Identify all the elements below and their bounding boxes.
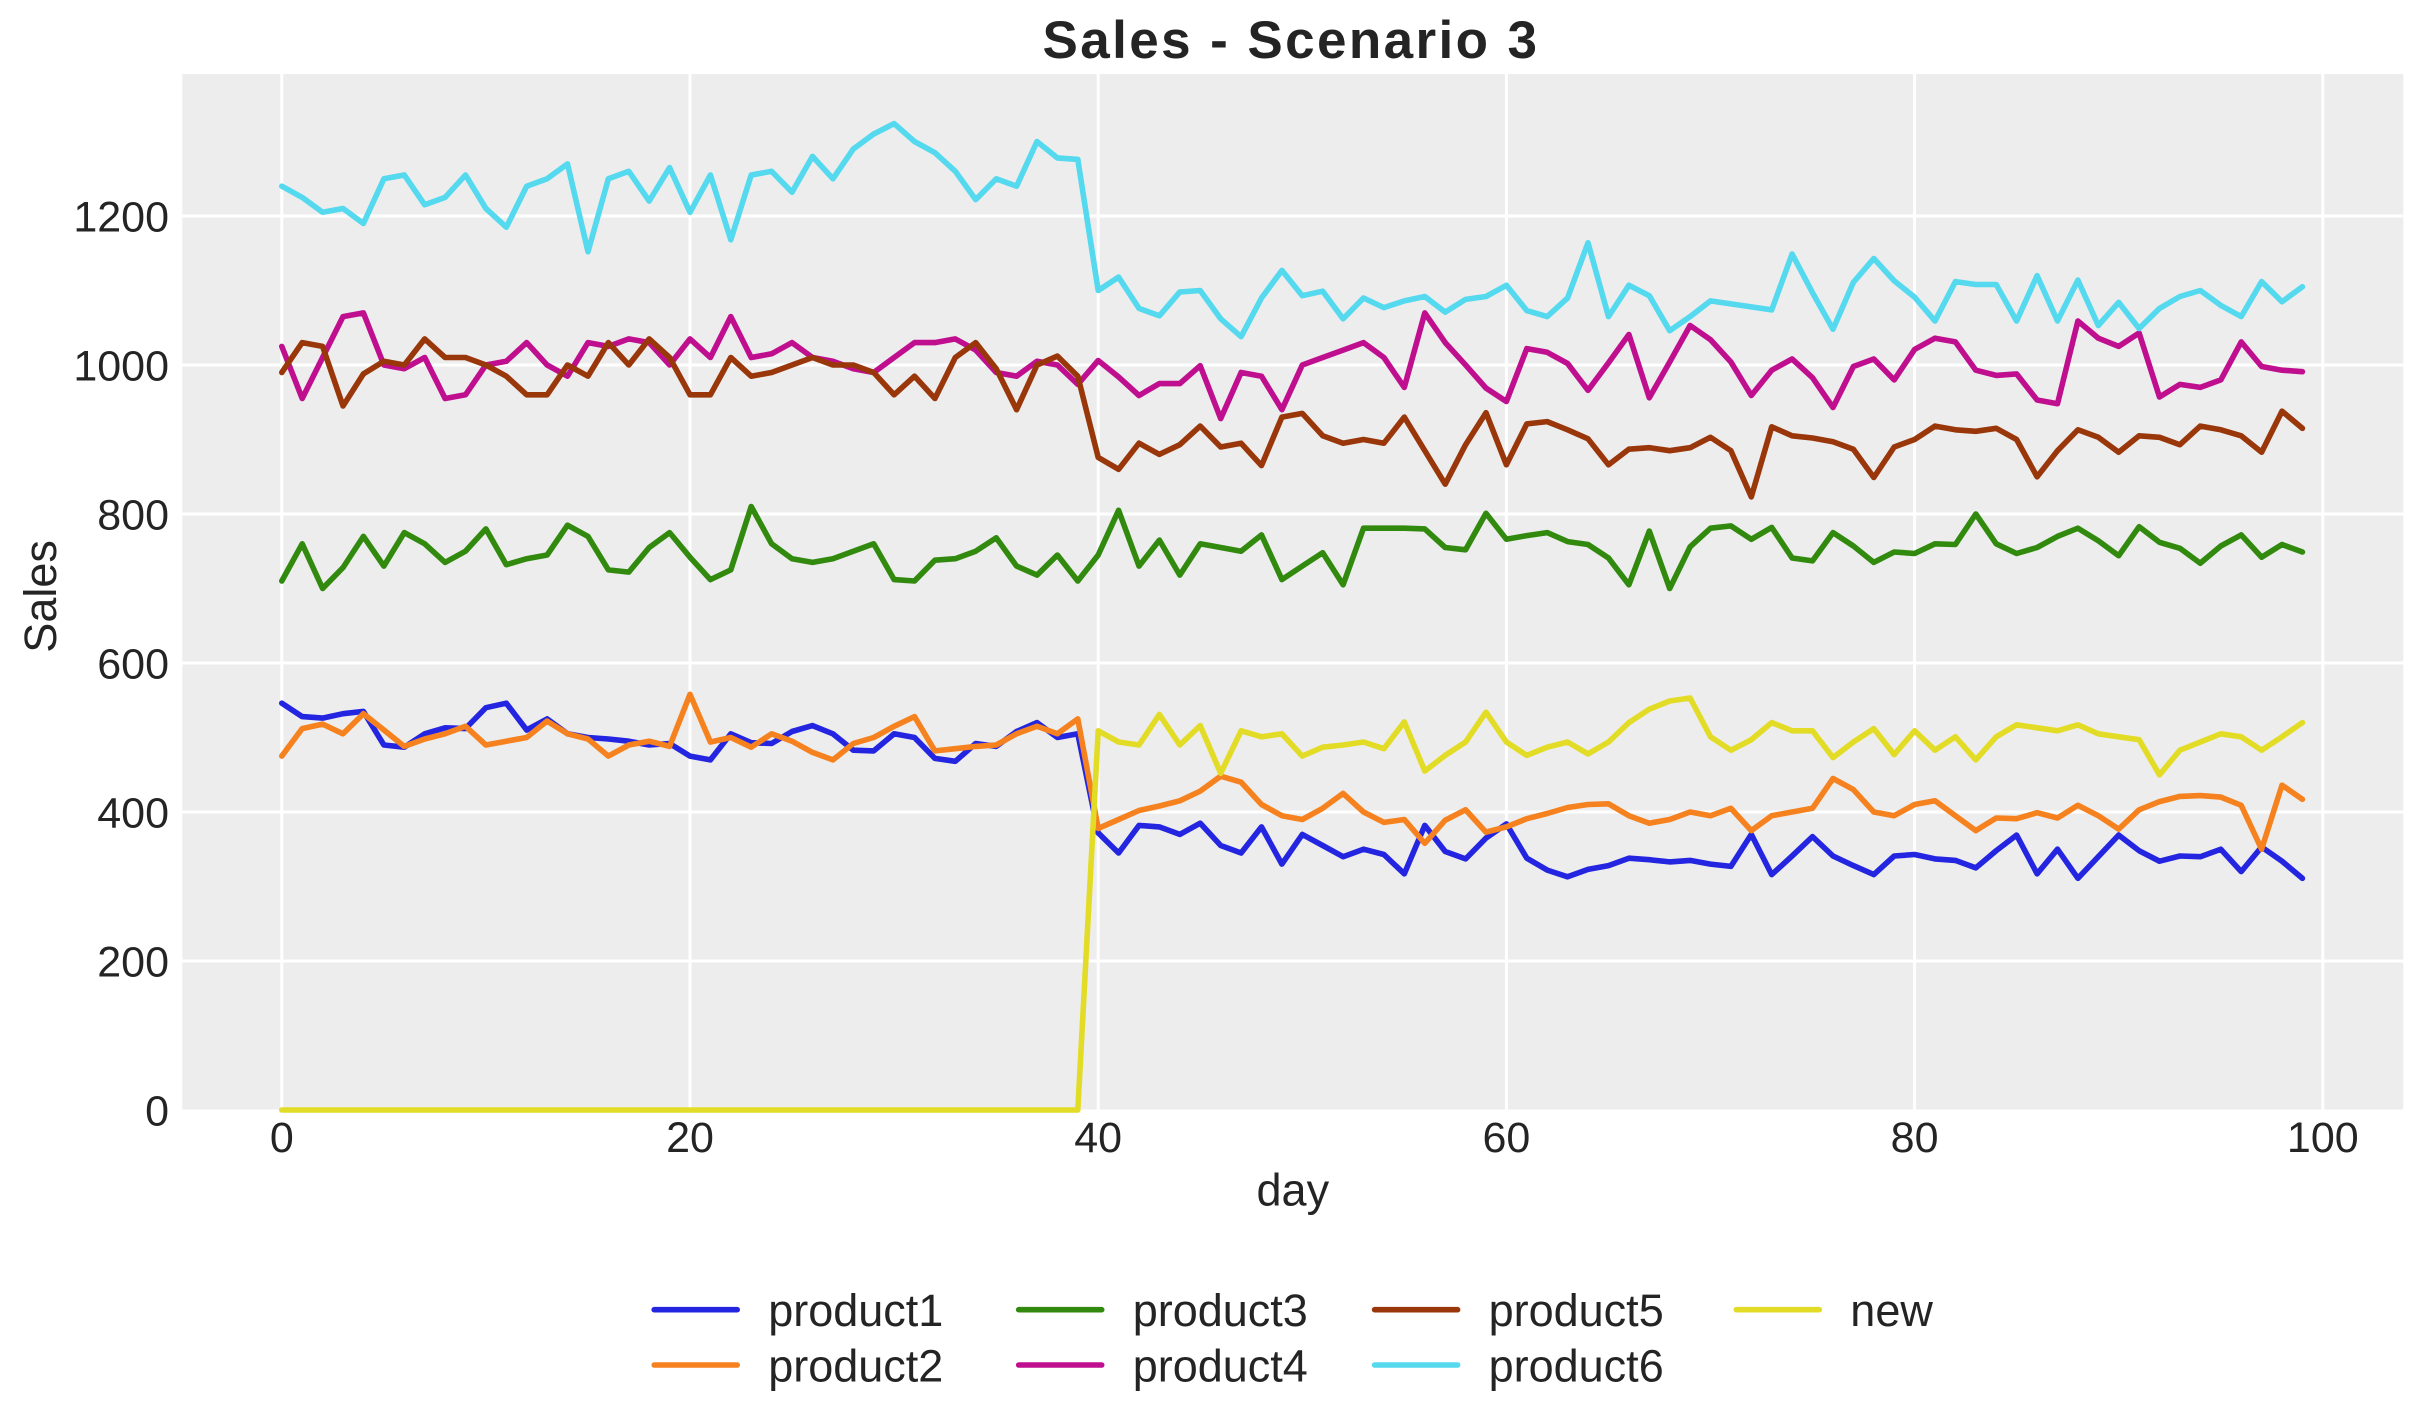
svg-text:product1: product1 [768,1285,943,1336]
svg-text:1000: 1000 [73,343,169,391]
svg-text:800: 800 [97,492,169,540]
svg-text:product3: product3 [1133,1285,1308,1336]
svg-text:product5: product5 [1489,1285,1664,1336]
svg-text:product2: product2 [768,1341,943,1392]
svg-text:60: 60 [1482,1114,1530,1162]
svg-text:80: 80 [1891,1114,1939,1162]
svg-text:200: 200 [97,939,169,987]
svg-text:Sales - Scenario 3: Sales - Scenario 3 [1043,11,1540,70]
svg-text:0: 0 [270,1114,294,1162]
svg-text:0: 0 [145,1088,169,1136]
svg-text:600: 600 [97,641,169,689]
svg-text:Sales: Sales [15,540,66,653]
svg-text:day: day [1257,1164,1330,1215]
svg-text:1200: 1200 [73,194,169,242]
svg-text:40: 40 [1074,1114,1122,1162]
svg-text:100: 100 [2287,1114,2359,1162]
svg-text:new: new [1850,1285,1933,1336]
svg-text:product6: product6 [1489,1341,1664,1392]
svg-text:product4: product4 [1133,1341,1308,1392]
svg-text:20: 20 [666,1114,714,1162]
svg-text:400: 400 [97,790,169,838]
